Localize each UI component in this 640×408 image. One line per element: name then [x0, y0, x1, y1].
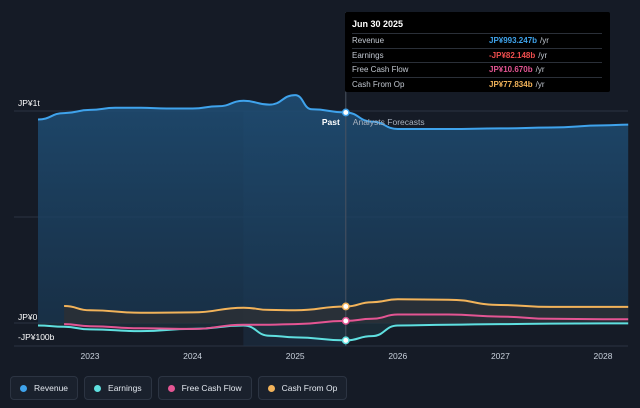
tooltip-date: Jun 30 2025 [352, 19, 404, 29]
tooltip-unit: /yr [538, 50, 548, 60]
cash-from-op-point [341, 302, 350, 311]
x-tick-label: 2026 [388, 351, 407, 361]
tooltip-row-free-cash-flow: Free Cash Flow JP¥10.670b /yr [352, 62, 602, 77]
revenue-line [37, 94, 629, 130]
earnings-point [341, 336, 350, 345]
tooltip-unit: /yr [535, 65, 545, 74]
legend-label: Revenue [34, 383, 69, 393]
earnings-area [37, 323, 629, 341]
legend-free-cash-flow-toggle[interactable]: Free Cash Flow [157, 376, 252, 400]
revenue-area [37, 95, 629, 323]
y-axis-label-bottom: -JP¥100b [18, 332, 55, 342]
legend-dot-icon [20, 384, 27, 392]
tooltip-row-cash-from-op: Cash From Op JP¥77.834b /yr [352, 76, 602, 92]
x-tick-label: 2027 [491, 351, 510, 361]
tooltip-panel: Jun 30 2025 Revenue JP¥993.247b /yr Earn… [345, 12, 610, 92]
x-axis: 2023 2024 2025 2026 2027 2028 [81, 351, 613, 361]
earnings-line [37, 322, 629, 342]
tooltip-label: Revenue [352, 36, 385, 45]
tooltip-label: Cash From Op [352, 79, 405, 89]
legend-label: Free Cash Flow [181, 383, 242, 393]
tooltip-label: Free Cash Flow [352, 65, 409, 74]
legend-cash-from-op-toggle[interactable]: Cash From Op [257, 376, 348, 400]
free-cash-flow-point [341, 316, 350, 325]
tooltip-unit: /yr [540, 36, 549, 45]
tooltip-label: Earnings [352, 50, 384, 60]
x-tick-label: 2024 [183, 351, 202, 361]
tooltip-row-earnings: Earnings -JP¥82.148b /yr [352, 47, 602, 63]
tooltip-value: JP¥77.834b [489, 79, 533, 89]
tooltip-unit: /yr [535, 79, 545, 89]
legend-dot-icon [167, 384, 175, 392]
y-axis-label-top: JP¥1t [18, 98, 40, 108]
x-tick-label: 2028 [594, 351, 613, 361]
legend-dot-icon [267, 384, 275, 392]
revenue-point [341, 108, 350, 117]
past-label: Past [322, 117, 340, 127]
x-tick-label: 2025 [286, 351, 305, 361]
legend-label: Cash From Op [281, 383, 338, 393]
x-tick-label: 2023 [81, 351, 100, 361]
legend-revenue-toggle[interactable]: Revenue [10, 376, 79, 400]
tooltip-value: JP¥10.670b [489, 65, 533, 74]
legend-dot-icon [94, 384, 102, 392]
forecast-label: Analysts Forecasts [353, 117, 425, 127]
tooltip-value: JP¥993.247b [489, 36, 538, 45]
legend-earnings-toggle[interactable]: Earnings [84, 376, 152, 400]
y-axis-label-zero: JP¥0 [18, 312, 38, 322]
tooltip-value: -JP¥82.148b [489, 50, 536, 60]
chart-legend: Revenue Earnings Free Cash Flow Cash Fro… [10, 376, 348, 400]
tooltip-row-revenue: Revenue JP¥993.247b /yr [352, 33, 602, 48]
legend-label: Earnings [108, 383, 142, 393]
